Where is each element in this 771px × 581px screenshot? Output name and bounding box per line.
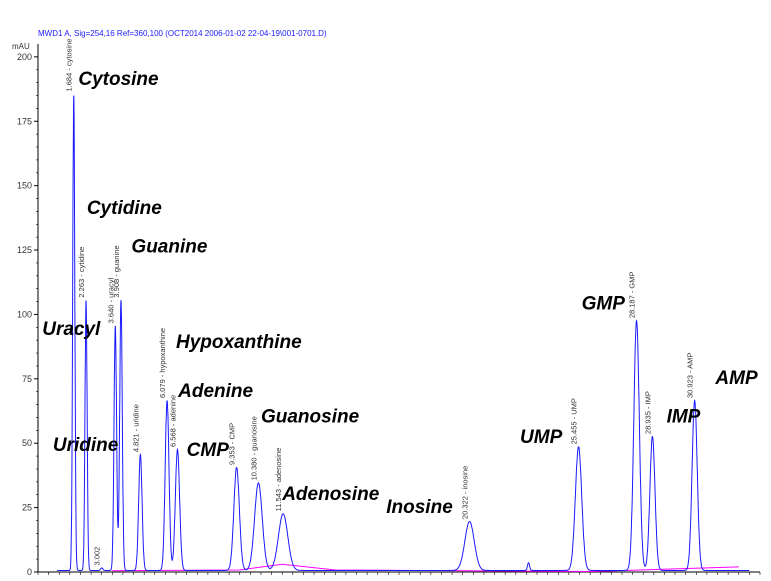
y-tick-label: 75	[22, 374, 32, 384]
peak-label: 3.908 - guanine	[112, 245, 121, 297]
peak-label: 28.187 - GMP	[628, 271, 637, 318]
y-tick-label: 150	[17, 181, 32, 191]
compound-annotation: Inosine	[386, 497, 453, 518]
peak-label: 20.322 - inosine	[461, 466, 470, 519]
compound-annotation: IMP	[667, 407, 701, 428]
compound-annotation: Guanosine	[261, 407, 360, 428]
y-tick-label: 100	[17, 309, 32, 319]
peak-label: 6.568 - adenine	[168, 395, 177, 447]
peak-label: 2.263 - cytidine	[77, 247, 86, 298]
y-tick-label: 125	[17, 245, 32, 255]
compound-annotation: Cytidine	[87, 198, 162, 219]
chart-header: MWD1 A, Sig=254,16 Ref=360,100 (OCT2014 …	[38, 29, 327, 38]
peak-label: 10.380 - guanosine	[249, 416, 258, 480]
compound-annotation: UMP	[520, 427, 563, 448]
y-tick-label: 200	[17, 52, 32, 62]
peak-label: 3.640 - uracyl	[106, 278, 115, 324]
peak-label: 9.353 - CMP	[228, 423, 237, 465]
peak-label: 11.543 - adenosine	[274, 448, 283, 512]
compound-annotation: Uridine	[53, 435, 119, 456]
peak-label: 30.923 - AMP	[686, 353, 695, 398]
compound-annotation: AMP	[714, 368, 758, 389]
y-tick-label: 0	[27, 567, 32, 577]
compound-annotation: CMP	[187, 440, 230, 461]
y-axis-unit: mAU	[12, 42, 30, 51]
signal-trace	[57, 95, 750, 571]
compound-annotation: Uracyl	[42, 319, 101, 340]
compound-annotation: GMP	[582, 293, 626, 314]
compound-annotation: Guanine	[131, 237, 207, 258]
peak-label: 25.455 - UMP	[570, 398, 579, 444]
y-axis: 0 25 50 75 100 125 150 175 200	[17, 44, 761, 577]
compound-annotation: Cytosine	[78, 69, 159, 90]
y-tick-label: 25	[22, 503, 32, 513]
compound-annotations: Cytosine Cytidine Guanine Uracyl Hypoxanthin…	[42, 69, 758, 518]
trace-layer	[57, 95, 750, 571]
baseline-line	[112, 563, 739, 572]
peak-label: 28.935 - IMP	[643, 391, 652, 434]
compound-annotation: Adenosine	[281, 484, 380, 505]
y-tick-label: 50	[22, 438, 32, 448]
y-tick-label: 175	[17, 116, 32, 126]
peak-label: 1.684 - cytosine	[65, 39, 74, 92]
compound-annotation: Hypoxanthine	[176, 332, 302, 353]
compound-annotation: Adenine	[177, 381, 253, 402]
peak-label: 3.002	[93, 547, 102, 566]
peak-label: 6.079 - hypoxanthine	[158, 328, 167, 398]
baseline-layer	[112, 563, 739, 572]
peak-labels: 1.684 - cytosine 2.263 - cytidine 3.002 3.6…	[65, 39, 695, 566]
peak-label: 4.821 - uridine	[131, 404, 140, 452]
